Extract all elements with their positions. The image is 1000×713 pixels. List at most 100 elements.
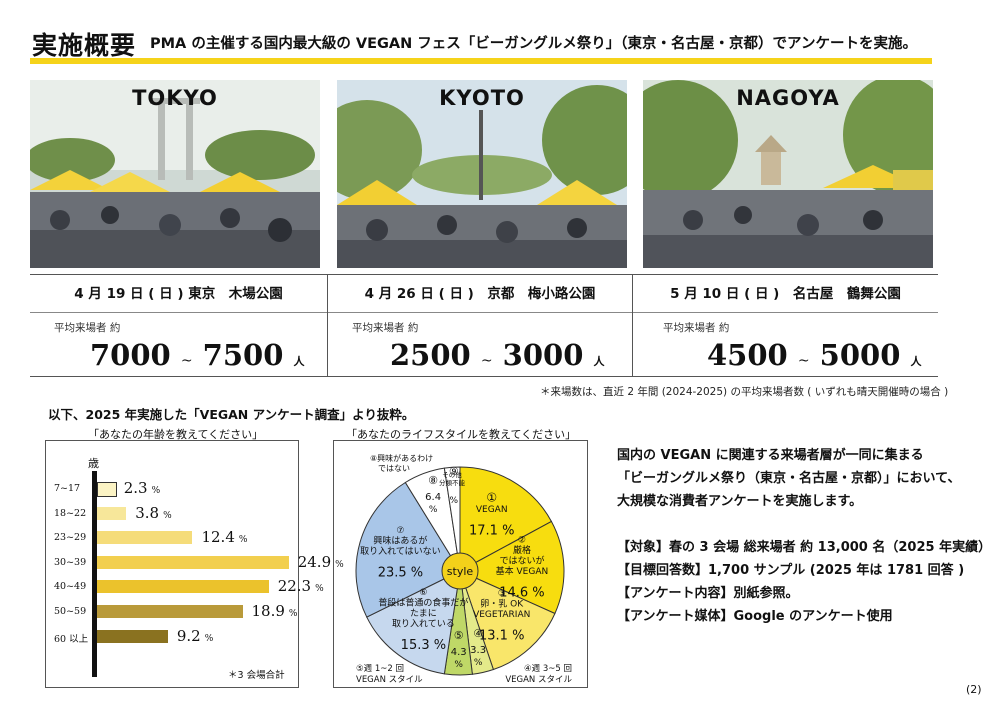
age-category-label: 60 以上	[54, 633, 89, 645]
age-bar	[97, 531, 193, 545]
slice-number: ⑨	[449, 465, 459, 478]
age-value: 2.3	[123, 479, 148, 497]
callout-label: ④週 3~5 回	[524, 664, 572, 674]
age-bar	[97, 629, 168, 643]
slice-label: 基本 VEGAN	[496, 565, 549, 577]
age-value-label: 3.8%	[135, 504, 171, 522]
age-value: 3.8	[135, 503, 160, 522]
kyoto-photo: KYOTO	[337, 80, 627, 268]
attendance-max: 3000	[502, 338, 584, 372]
venue-date: 4 月 26 日 ( 日 ) 京都 梅小路公園	[364, 286, 596, 302]
slice-number: ⑤	[454, 629, 464, 642]
percent-sign: %	[163, 510, 172, 521]
slice-value: 23.5 %	[378, 565, 423, 580]
attendance-min: 7000	[90, 338, 171, 372]
slice-percent: %	[474, 658, 483, 668]
page-subtitle: PMA の主催する国内最大級の VEGAN フェス「ビーガングルメ祭り」（東京・…	[150, 36, 917, 52]
age-value-label: 24.9%	[298, 553, 344, 571]
slice-percent: %	[450, 496, 459, 506]
table-divider	[327, 274, 328, 377]
age-note: ＊3 会場合計	[228, 670, 285, 681]
age-chart-title: 「あなたの年齢を教えてください」	[88, 428, 264, 441]
age-value-label: 22.3%	[278, 577, 324, 595]
slice-number: ④	[473, 627, 483, 640]
center-label: style	[447, 565, 474, 578]
attendance-unit: 人	[910, 355, 922, 368]
table-divider	[632, 274, 633, 377]
lifestyle-chart-title: 「あなたのライフスタイルを教えてください」	[346, 428, 577, 441]
tokyo-photo: TOKYO	[30, 80, 320, 268]
age-value: 12.4	[201, 528, 235, 547]
slice-value: 14.6 %	[499, 586, 544, 601]
summary-line: 「ビーガングルメ祭り（東京・名古屋・京都）」において、	[617, 471, 961, 486]
slice-label: 普段は普通の食事だが	[378, 597, 468, 609]
attendance-unit: 人	[293, 355, 305, 368]
pie-slice	[459, 466, 553, 572]
venue-date: 5 月 10 日 ( 日 ) 名古屋 鶴舞公園	[670, 286, 901, 302]
age-chart-panel: 歳 7~17 2.3% 18~22 3.8% 23~29 12.4% 30~39 24.9% 4…	[45, 440, 344, 688]
attendance-count: 4500 ~ 5000 人	[707, 338, 922, 372]
percent-sign: %	[238, 535, 248, 546]
summary-content: 【アンケート内容】別紙参照。	[617, 586, 799, 601]
table-line	[30, 376, 938, 377]
slice-number: ⑦	[396, 526, 404, 536]
attendance-count: 2500 ~ 3000 人	[390, 338, 605, 372]
age-bar	[97, 555, 289, 569]
callout-label: ⑤週 1~2 回	[356, 664, 404, 674]
slice-number: ①	[486, 491, 497, 505]
age-category-label: 50~59	[54, 606, 87, 617]
age-bar	[97, 482, 117, 497]
age-category-label: 30~39	[54, 556, 87, 568]
city-name: KYOTO	[439, 86, 525, 110]
title-underline	[30, 58, 932, 64]
pie-slice	[459, 570, 556, 671]
slice-percent: %	[429, 505, 438, 515]
age-bar	[97, 605, 243, 618]
slice-number: ⑥	[419, 588, 427, 598]
page-number: (2)	[966, 683, 982, 696]
slice-label: 卵・乳 OK	[480, 597, 524, 609]
age-value: 24.9	[297, 552, 332, 571]
age-category-label: 18~22	[54, 507, 87, 519]
attendance-count: 7000 ~ 7500 人	[90, 338, 305, 372]
attendance-footnote: ＊来場数は、直近 2 年間 (2024-2025) の平均来場者数 ( いずれも…	[540, 386, 949, 398]
slice-value: 15.3 %	[401, 638, 446, 653]
nagoya-photo: NAGOYA	[643, 80, 933, 268]
callout-label: ではない	[378, 464, 410, 473]
percent-sign: %	[315, 584, 324, 595]
range-tilde: ~	[797, 353, 810, 369]
table-line	[30, 274, 938, 275]
attendance-unit: 人	[593, 355, 605, 368]
pie-slice	[355, 481, 461, 618]
pie-slice	[443, 466, 461, 572]
summary-media: 【アンケート媒体】Google のアンケート使用	[617, 609, 893, 624]
percent-sign: %	[204, 633, 214, 644]
age-bar	[97, 580, 269, 594]
callout-label: ⑧興味があるわけ	[370, 453, 433, 463]
percent-sign: %	[151, 486, 161, 496]
attendance-min: 2500	[390, 338, 471, 372]
attendance-label: 平均来場者 約	[663, 322, 730, 334]
callout-label: 分類不能	[439, 478, 466, 487]
age-category-label: 23~29	[54, 532, 87, 544]
slice-label: VEGAN	[476, 505, 508, 515]
slice-label: 興味はあるが	[373, 534, 427, 546]
slice-value: 6.4	[425, 492, 441, 503]
table-line	[30, 312, 938, 313]
percent-sign: %	[335, 559, 344, 570]
venue-table: 4 月 19 日 ( 日 ) 東京 木場公園 4 月 26 日 ( 日 ) 京都…	[30, 274, 938, 378]
range-tilde: ~	[180, 353, 193, 369]
summary-line: 国内の VEGAN に関連する来場者層が一同に集まる	[617, 448, 924, 463]
percent-sign: %	[288, 609, 298, 619]
range-tilde: ~	[480, 353, 493, 369]
slice-label: 取り入れている	[392, 619, 455, 630]
pie-slice	[458, 520, 565, 615]
attendance-min: 4500	[707, 338, 788, 372]
survey-intro: 以下、2025 年実施した「VEGAN アンケート調査」より抜粋。	[48, 407, 415, 422]
slice-number: ②	[518, 536, 526, 546]
slice-number: ⑧	[428, 474, 438, 487]
age-category-label: 40~49	[54, 581, 87, 593]
slice-value: 13.1 %	[479, 628, 524, 643]
age-value-label: 9.2%	[177, 627, 213, 645]
